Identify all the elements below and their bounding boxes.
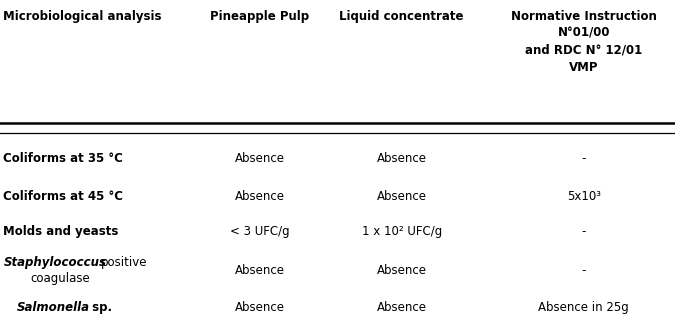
Text: Absence: Absence [235, 190, 285, 203]
Text: Absence: Absence [235, 152, 285, 165]
Text: Absence: Absence [377, 152, 427, 165]
Text: 5x10³: 5x10³ [567, 190, 601, 203]
Text: positive: positive [101, 256, 148, 269]
Text: -: - [582, 152, 586, 165]
Text: Normative Instruction
N°01/00
and RDC N° 12/01
VMP: Normative Instruction N°01/00 and RDC N°… [511, 10, 657, 74]
Text: Absence: Absence [377, 301, 427, 314]
Text: sp.: sp. [88, 301, 112, 314]
Text: Salmonella: Salmonella [17, 301, 90, 314]
Text: coagulase: coagulase [30, 272, 90, 285]
Text: -: - [582, 226, 586, 238]
Text: Absence: Absence [235, 264, 285, 277]
Text: Molds and yeasts: Molds and yeasts [3, 226, 119, 238]
Text: -: - [582, 264, 586, 277]
Text: 1 x 10² UFC/g: 1 x 10² UFC/g [362, 226, 441, 238]
Text: Staphylococcus: Staphylococcus [3, 256, 107, 269]
Text: Absence: Absence [377, 264, 427, 277]
Text: Absence: Absence [377, 190, 427, 203]
Text: < 3 UFC/g: < 3 UFC/g [230, 226, 290, 238]
Text: Absence: Absence [235, 301, 285, 314]
Text: Coliforms at 45 °C: Coliforms at 45 °C [3, 190, 124, 203]
Text: Coliforms at 35 °C: Coliforms at 35 °C [3, 152, 124, 165]
Text: Liquid concentrate: Liquid concentrate [340, 10, 464, 23]
Text: Absence in 25g: Absence in 25g [539, 301, 629, 314]
Text: Pineapple Pulp: Pineapple Pulp [211, 10, 309, 23]
Text: Microbiological analysis: Microbiological analysis [3, 10, 162, 23]
